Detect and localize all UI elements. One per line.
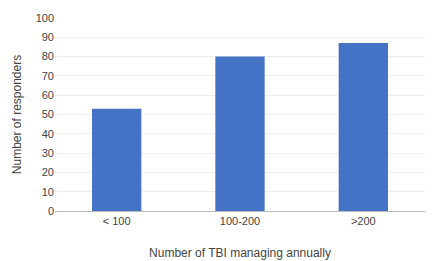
svg-text:50: 50 <box>42 108 54 120</box>
svg-text:>200: >200 <box>351 215 376 227</box>
svg-text:70: 70 <box>42 70 54 82</box>
svg-text:30: 30 <box>42 147 54 159</box>
svg-text:90: 90 <box>42 31 54 43</box>
svg-text:20: 20 <box>42 166 54 178</box>
svg-text:0: 0 <box>48 205 54 217</box>
svg-text:< 100: < 100 <box>103 215 131 227</box>
svg-text:100-200: 100-200 <box>220 215 260 227</box>
svg-text:Number of TBI managing annuall: Number of TBI managing annually <box>149 246 331 260</box>
svg-text:60: 60 <box>42 89 54 101</box>
svg-text:Number of responders: Number of responders <box>10 55 24 174</box>
svg-text:40: 40 <box>42 128 54 140</box>
svg-text:100: 100 <box>36 12 54 24</box>
svg-text:10: 10 <box>42 186 54 198</box>
svg-text:80: 80 <box>42 50 54 62</box>
